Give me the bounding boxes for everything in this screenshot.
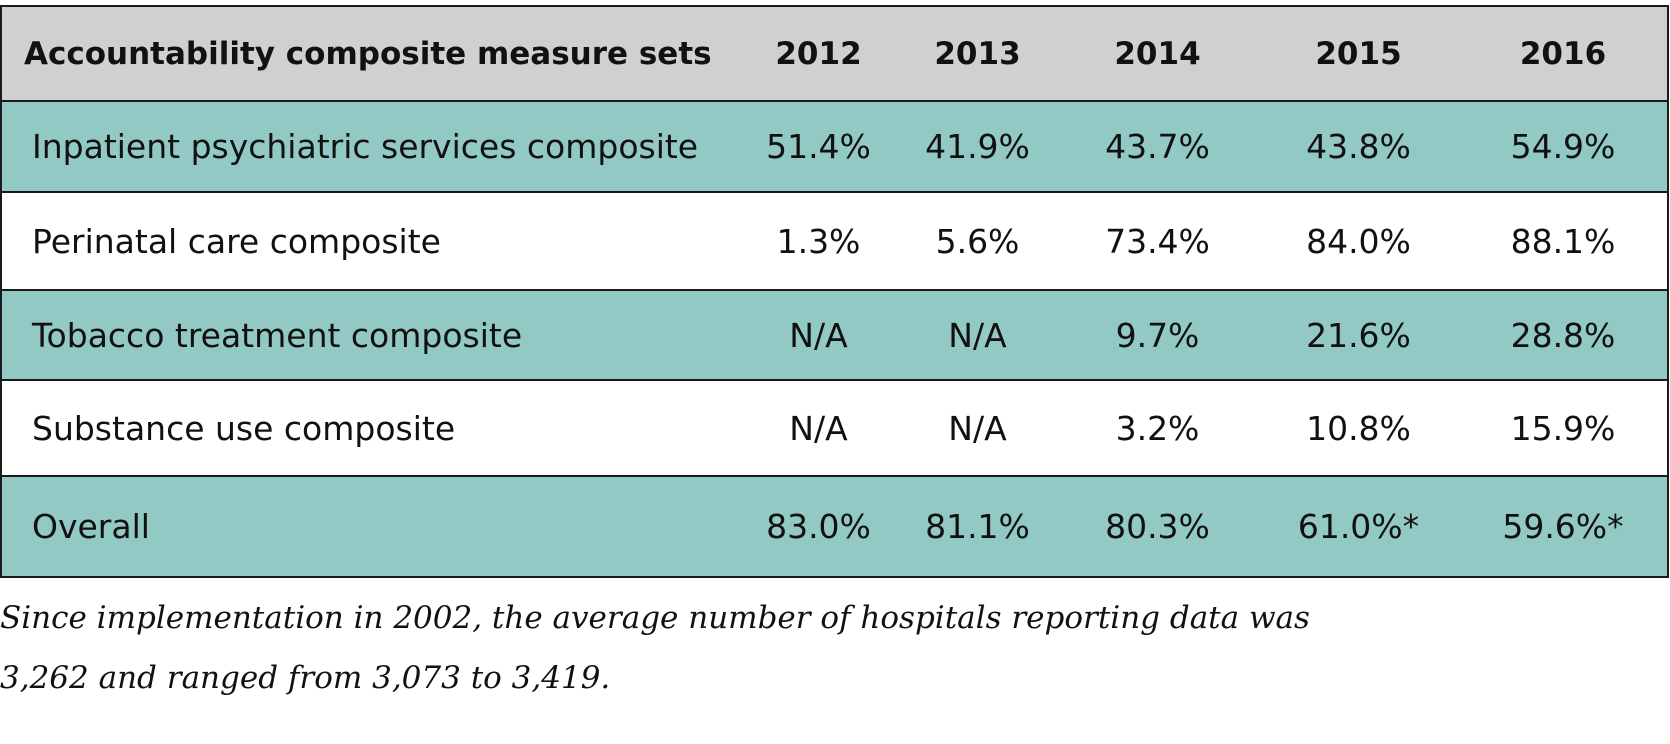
table-row-substance-use: Substance use composite N/A N/A 3.2% 10.… — [0, 379, 1669, 477]
cell-2012: N/A — [739, 379, 898, 477]
footnote-line-2: 3,262 and ranged from 3,073 to 3,419. — [0, 660, 611, 696]
row-label: Tobacco treatment composite — [0, 289, 739, 381]
footnote: Since implementation in 2002, the averag… — [0, 588, 1500, 708]
cell-2015: 43.8% — [1258, 100, 1459, 193]
cell-2013: 41.9% — [898, 100, 1057, 193]
cell-2015: 84.0% — [1258, 191, 1459, 291]
header-year-2014: 2014 — [1057, 5, 1258, 102]
table-row-tobacco-treatment: Tobacco treatment composite N/A N/A 9.7%… — [0, 289, 1669, 381]
cell-2015: 61.0%* — [1258, 475, 1459, 578]
row-label: Overall — [0, 475, 739, 578]
cell-2012: 51.4% — [739, 100, 898, 193]
cell-2013: 81.1% — [898, 475, 1057, 578]
cell-2016: 88.1% — [1459, 191, 1669, 291]
composite-measures-table-container: Accountability composite measure sets 20… — [0, 5, 1669, 578]
cell-2016: 28.8% — [1459, 289, 1669, 381]
cell-2012: N/A — [739, 289, 898, 381]
cell-2014: 80.3% — [1057, 475, 1258, 578]
cell-2013: N/A — [898, 379, 1057, 477]
table-row-perinatal-care: Perinatal care composite 1.3% 5.6% 73.4%… — [0, 191, 1669, 291]
header-year-2012: 2012 — [739, 5, 898, 102]
header-measure-sets: Accountability composite measure sets — [0, 5, 739, 102]
header-year-2015: 2015 — [1258, 5, 1459, 102]
cell-2014: 3.2% — [1057, 379, 1258, 477]
row-label: Substance use composite — [0, 379, 739, 477]
cell-2012: 83.0% — [739, 475, 898, 578]
cell-2015: 21.6% — [1258, 289, 1459, 381]
cell-2014: 43.7% — [1057, 100, 1258, 193]
header-year-2013: 2013 — [898, 5, 1057, 102]
cell-2013: 5.6% — [898, 191, 1057, 291]
cell-2014: 73.4% — [1057, 191, 1258, 291]
row-label: Perinatal care composite — [0, 191, 739, 291]
table-row-inpatient-psychiatric: Inpatient psychiatric services composite… — [0, 100, 1669, 193]
table-header-row: Accountability composite measure sets 20… — [0, 5, 1669, 102]
cell-2016: 54.9% — [1459, 100, 1669, 193]
composite-measures-table: Accountability composite measure sets 20… — [0, 5, 1669, 578]
cell-2015: 10.8% — [1258, 379, 1459, 477]
footnote-line-1: Since implementation in 2002, the averag… — [0, 600, 1310, 636]
header-year-2016: 2016 — [1459, 5, 1669, 102]
cell-2012: 1.3% — [739, 191, 898, 291]
table-row-overall: Overall 83.0% 81.1% 80.3% 61.0%* 59.6%* — [0, 475, 1669, 578]
cell-2014: 9.7% — [1057, 289, 1258, 381]
cell-2013: N/A — [898, 289, 1057, 381]
row-label: Inpatient psychiatric services composite — [0, 100, 739, 193]
cell-2016: 15.9% — [1459, 379, 1669, 477]
cell-2016: 59.6%* — [1459, 475, 1669, 578]
